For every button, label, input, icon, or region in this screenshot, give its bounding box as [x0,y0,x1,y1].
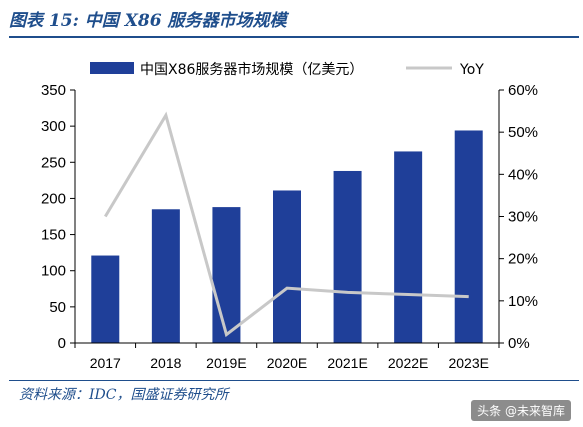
source-note: 资料来源：IDC，国盛证券研究所 [19,387,229,403]
y2-tick-label: 10% [508,293,538,310]
y-tick-label: 150 [41,227,66,244]
x-tick-label: 2017 [90,355,121,371]
bar [151,209,180,343]
title-divider [9,36,579,38]
watermark: 头条 @未来智库 [471,400,571,421]
y-tick-label: 0 [58,335,66,352]
y-tick-label: 250 [41,154,66,171]
bar [454,130,483,343]
chart-axes: 0 50 100 150 200 250 300 350 0% 10% 20% 30% 40% 50% 60… [41,82,538,371]
y-tick-label: 200 [41,190,66,207]
y2-tick-label: 0% [508,335,530,352]
x-tick-label: 2020E [267,355,307,371]
source-divider [9,380,579,381]
legend-label-line: YoY [459,62,484,78]
bar [273,190,301,343]
x-tick-label: 2018 [150,355,181,371]
x-tick-label: 2023E [448,355,488,371]
legend-label-bar: 中国X86服务器市场规模（亿美元） [140,61,363,78]
bar-series [91,130,483,343]
legend-swatch-bar [90,62,134,74]
bar [333,170,362,343]
y2-tick-label: 20% [508,251,538,268]
y-tick-label: 100 [41,263,66,280]
y2-tick-label: 60% [508,82,538,99]
x-tick-label: 2022E [388,355,428,371]
bar [394,151,423,343]
yoy-line-series [103,111,469,338]
x-tick-label: 2019E [206,355,246,371]
y-tick-label: 50 [49,299,66,316]
chart-legend: 中国X86服务器市场规模（亿美元） YoY [90,61,484,78]
figure-title: 图表 15: 中国 X86 服务器市场规模 [9,11,287,31]
y2-tick-label: 30% [508,209,538,226]
x-tick-label: 2021E [327,355,367,371]
y-tick-label: 350 [41,82,66,99]
bar [91,255,120,343]
y-tick-label: 300 [41,118,66,135]
y2-tick-label: 50% [508,124,538,141]
bar [212,207,241,343]
y2-tick-label: 40% [508,166,538,183]
